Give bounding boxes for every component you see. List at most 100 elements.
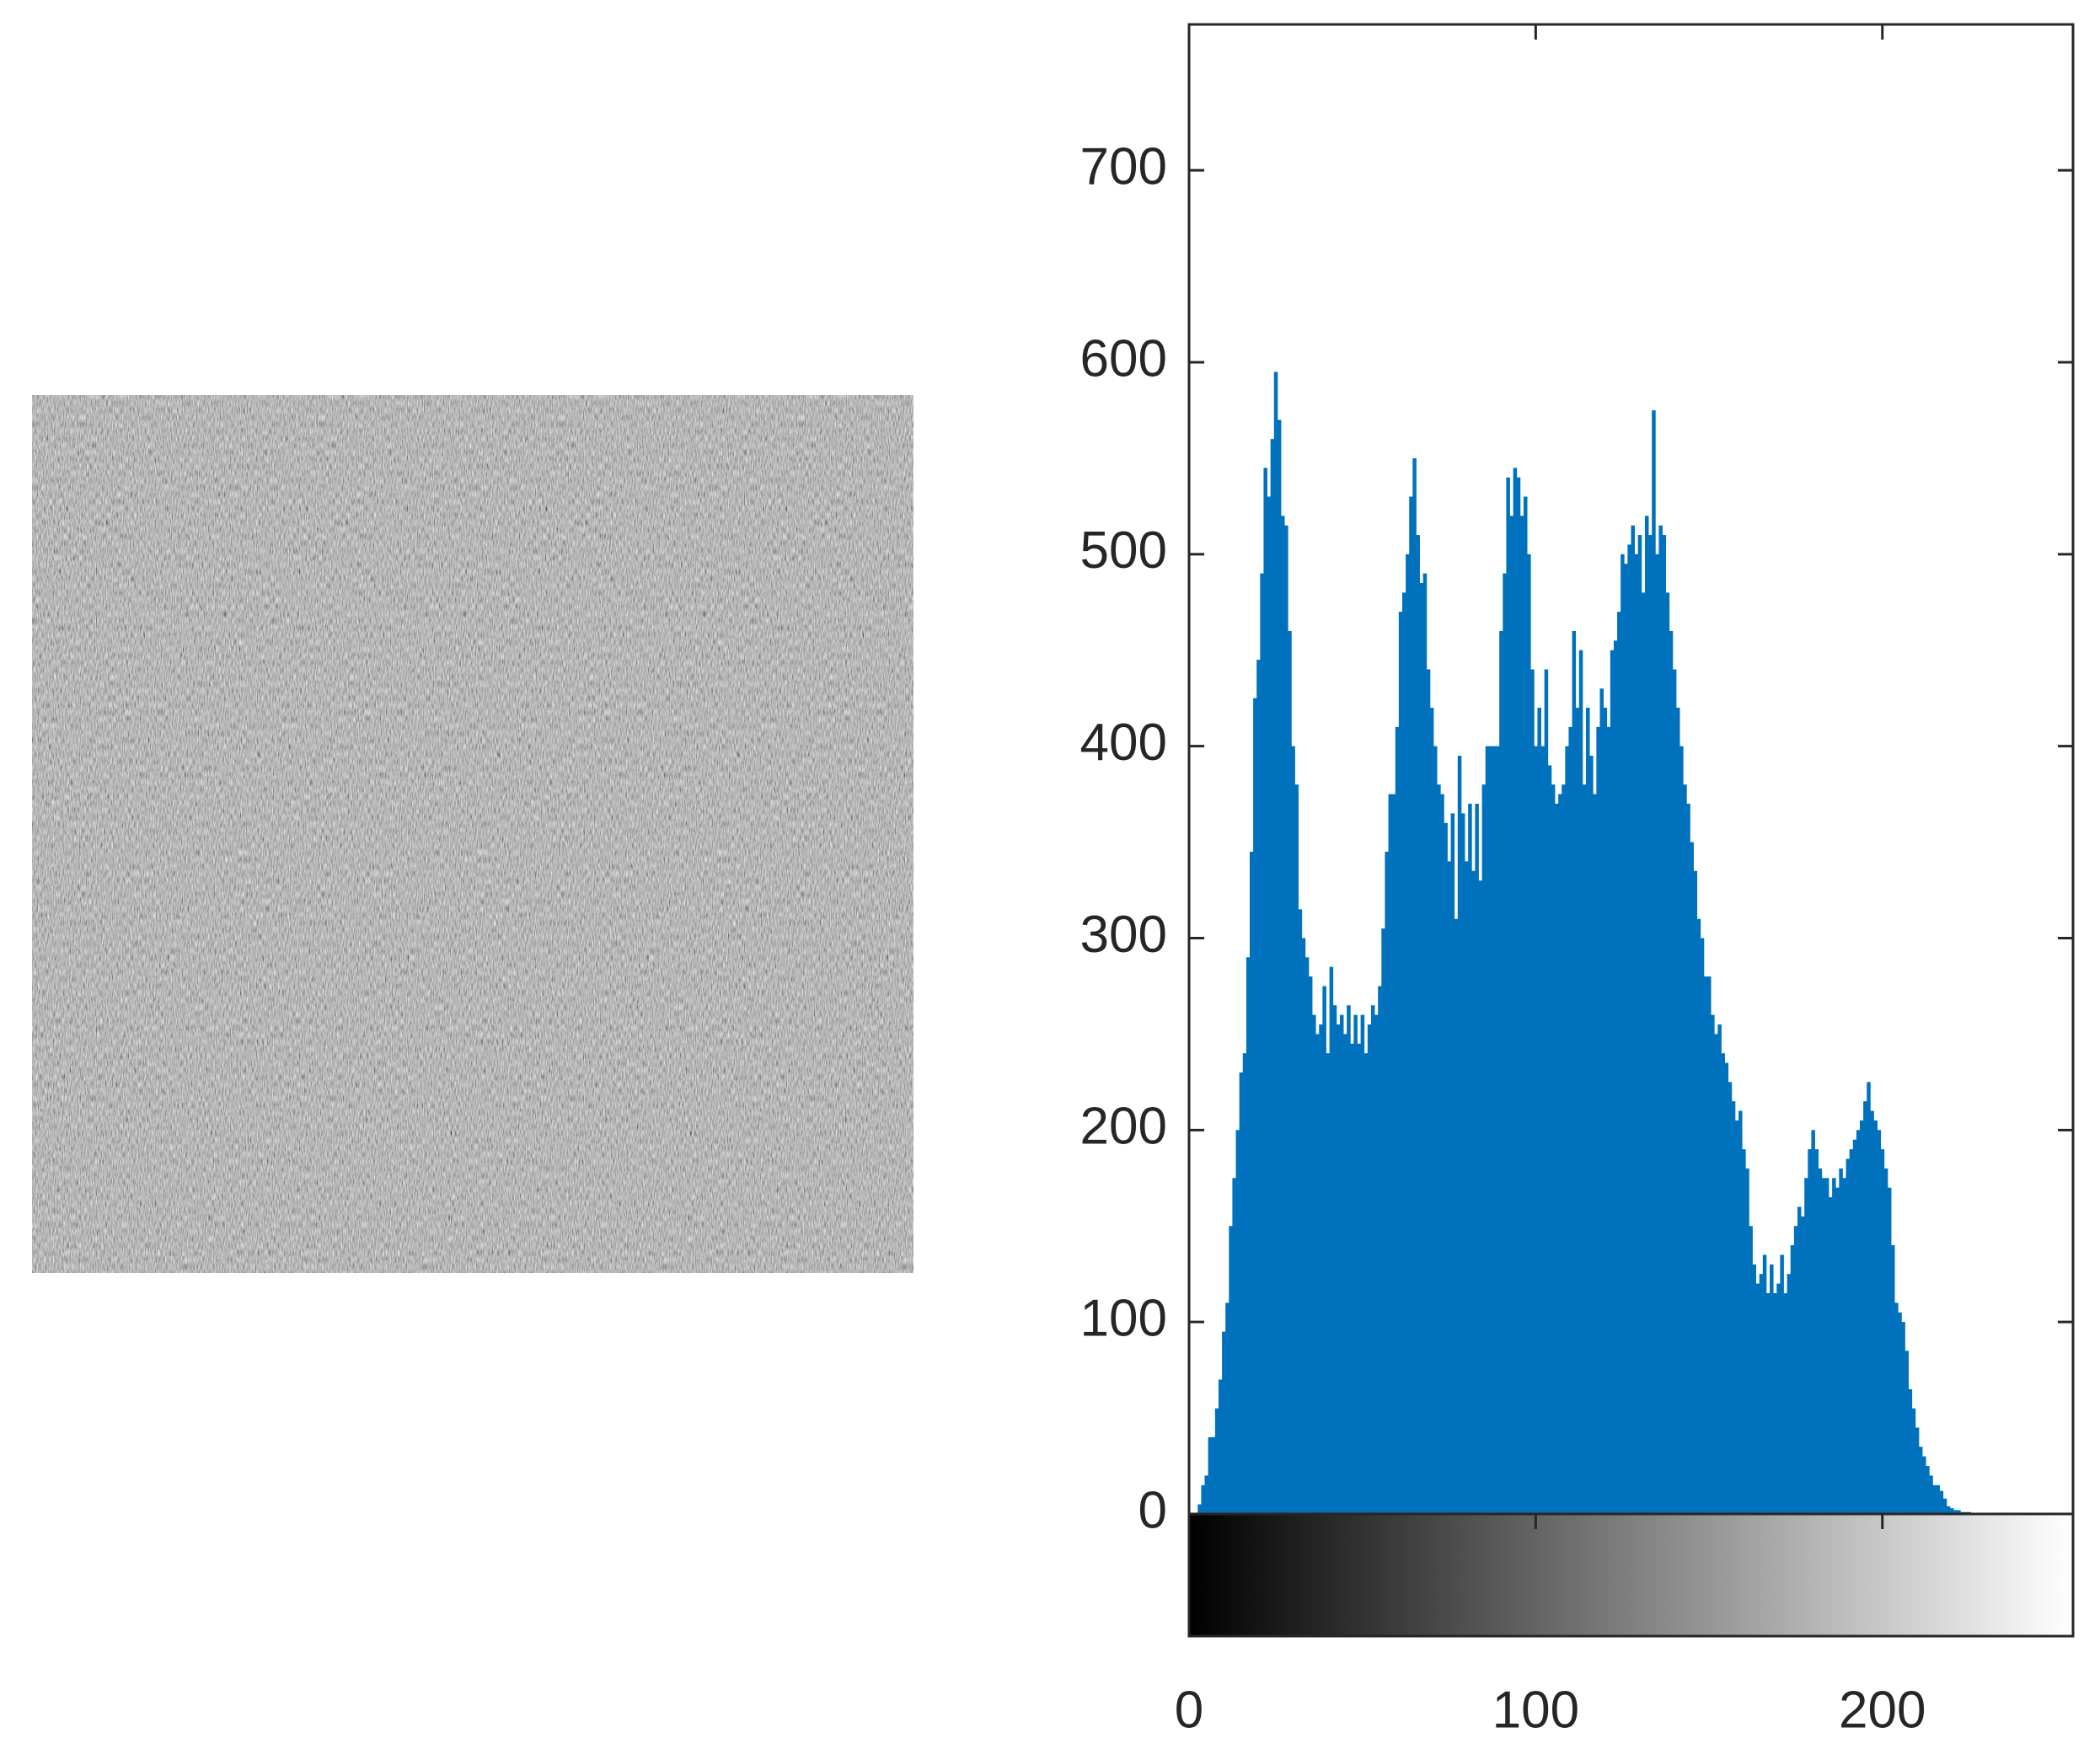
bar [1599,688,1604,1514]
bar [1530,669,1535,1514]
bar [1433,746,1438,1514]
bar [1398,612,1403,1514]
bar [1662,535,1667,1514]
bar [1360,1014,1365,1514]
bar [1558,794,1562,1514]
y-tick-label: 600 [1080,329,1167,388]
bar [1780,1254,1784,1514]
bar [1232,1178,1236,1514]
bar [1267,496,1272,1514]
bar [1936,1484,1941,1514]
bar [1773,1292,1777,1514]
bar [1312,1014,1316,1514]
bar [1537,708,1541,1514]
bar [1755,1283,1760,1514]
bar [1363,1053,1369,1514]
bar [1208,1436,1213,1514]
bar [1835,1187,1840,1514]
bar [1298,909,1303,1514]
bar [1308,976,1313,1514]
bar [1637,535,1642,1514]
bar [1235,1130,1240,1514]
bar [1610,650,1615,1515]
bar [1700,938,1705,1514]
bar [1870,1110,1874,1514]
bar [1644,516,1649,1514]
bar [1326,1053,1331,1514]
bar [1291,746,1295,1514]
bar [1391,794,1396,1514]
bar [1908,1388,1913,1514]
bar [1593,794,1597,1514]
bar [1776,1283,1781,1514]
bar [1465,861,1469,1514]
bar [1381,928,1385,1514]
bar [1437,784,1441,1514]
bar [1765,1292,1771,1514]
bar [1513,468,1518,1514]
bar [1214,1408,1219,1514]
bar [1672,669,1677,1514]
y-tick-label: 700 [1080,138,1167,196]
bar [1949,1508,1954,1514]
bar [1596,726,1600,1514]
bar [1665,592,1670,1514]
bar [1728,1082,1733,1514]
axes-box [1187,23,2075,1638]
bar [1603,708,1608,1514]
bar [1426,669,1431,1514]
bar [1256,660,1261,1514]
bar [1568,726,1572,1514]
bar [1468,804,1472,1514]
plot-area [1197,372,1972,1515]
bar [1898,1312,1902,1514]
bar [1783,1292,1788,1514]
bar [1578,650,1583,1515]
bar [1499,630,1503,1514]
bar [1828,1197,1833,1514]
bar [1225,1302,1229,1514]
bar [1606,726,1611,1514]
bar [1652,409,1656,1514]
bar [1842,1178,1846,1514]
bar [1519,516,1524,1514]
bar [1332,1005,1337,1514]
bar [1942,1498,1947,1514]
bar [1957,1510,1961,1514]
bar [1197,1504,1202,1514]
bar [1752,1264,1756,1514]
bar [1350,1043,1354,1514]
bar [1506,477,1510,1515]
bar [1419,583,1424,1514]
bar [1867,1082,1871,1514]
bar [1655,554,1659,1515]
bar [1589,756,1594,1514]
bar [1880,1149,1885,1514]
bar [1367,1024,1372,1514]
bar [1658,525,1663,1515]
bar [1721,1053,1725,1514]
bar [1218,1379,1223,1514]
y-tick-label: 300 [1080,906,1167,964]
bar [1454,918,1459,1514]
y-tick-label: 0 [1138,1481,1167,1539]
bar [1527,554,1531,1515]
bar [1824,1178,1829,1514]
bar [1509,516,1514,1514]
bar [1406,554,1410,1515]
bar [1475,804,1479,1514]
bar [1770,1264,1774,1514]
bar [1863,1101,1867,1514]
bar [1288,630,1292,1514]
bar [1554,804,1559,1514]
bar [1787,1274,1792,1514]
bar [1929,1475,1933,1514]
bar [1485,746,1490,1514]
image [32,395,913,1273]
bar [1932,1484,1937,1514]
bar [1946,1506,1951,1514]
bar [1385,851,1389,1514]
bar [1683,784,1687,1514]
bar [1911,1408,1916,1514]
